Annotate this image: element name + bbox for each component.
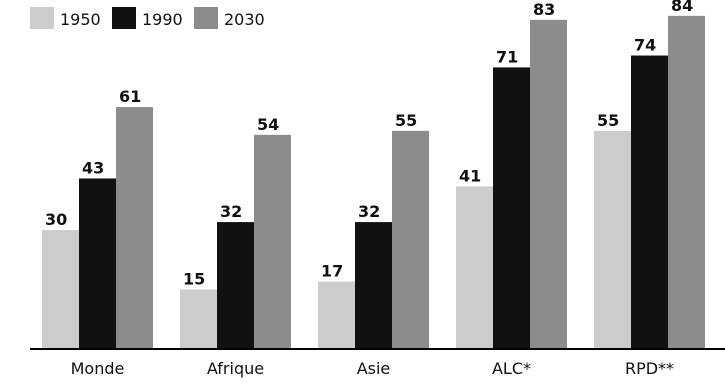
- value-label-afrique-1950: 15: [183, 270, 205, 289]
- category-label-alc: ALC*: [492, 359, 531, 378]
- value-label-alc-2030: 83: [533, 0, 555, 19]
- bar-afrique-1990: [217, 222, 254, 349]
- value-label-afrique-1990: 32: [220, 202, 242, 221]
- value-label-rpd-1950: 55: [597, 111, 619, 130]
- bars: [42, 15, 705, 349]
- value-label-rpd-1990: 74: [634, 36, 656, 55]
- legend-swatch-2030: [194, 7, 218, 29]
- bar-rpd-1950: [594, 130, 631, 349]
- category-label-monde: Monde: [71, 359, 125, 378]
- bar-asie-1950: [318, 281, 355, 349]
- legend: 1950 1990 2030: [30, 7, 265, 29]
- value-label-asie-2030: 55: [395, 111, 417, 130]
- bar-alc-1950: [456, 186, 493, 349]
- value-label-alc-1990: 71: [496, 47, 518, 66]
- bar-monde-1950: [42, 230, 79, 349]
- value-label-monde-1990: 43: [82, 158, 104, 177]
- value-label-monde-1950: 30: [45, 210, 67, 229]
- bar-afrique-1950: [180, 289, 217, 349]
- bar-monde-1990: [79, 178, 116, 349]
- value-label-asie-1990: 32: [358, 202, 380, 221]
- bar-alc-2030: [530, 19, 567, 349]
- category-label-rpd: RPD**: [625, 359, 674, 378]
- bar-alc-1990: [493, 67, 530, 349]
- bar-monde-2030: [116, 107, 153, 349]
- bar-asie-2030: [392, 130, 429, 349]
- bar-afrique-2030: [254, 134, 291, 349]
- value-labels: 30 43 61 15 32 54 17 32 55 41 71 83 55 74 84: [45, 0, 693, 289]
- bar-rpd-1990: [631, 55, 668, 349]
- legend-label-2030: 2030: [224, 10, 265, 29]
- bar-rpd-2030: [668, 15, 705, 349]
- value-label-monde-2030: 61: [119, 87, 141, 106]
- value-label-afrique-2030: 54: [257, 115, 279, 134]
- legend-swatch-1950: [30, 7, 54, 29]
- legend-swatch-1990: [112, 7, 136, 29]
- category-label-asie: Asie: [357, 359, 391, 378]
- legend-label-1950: 1950: [60, 10, 101, 29]
- value-label-rpd-2030: 84: [671, 0, 693, 15]
- category-label-afrique: Afrique: [207, 359, 264, 378]
- value-label-asie-1950: 17: [321, 262, 343, 281]
- value-label-alc-1950: 41: [459, 166, 481, 185]
- bar-asie-1990: [355, 222, 392, 349]
- category-labels: Monde Afrique Asie ALC* RPD**: [71, 359, 674, 378]
- legend-label-1990: 1990: [142, 10, 183, 29]
